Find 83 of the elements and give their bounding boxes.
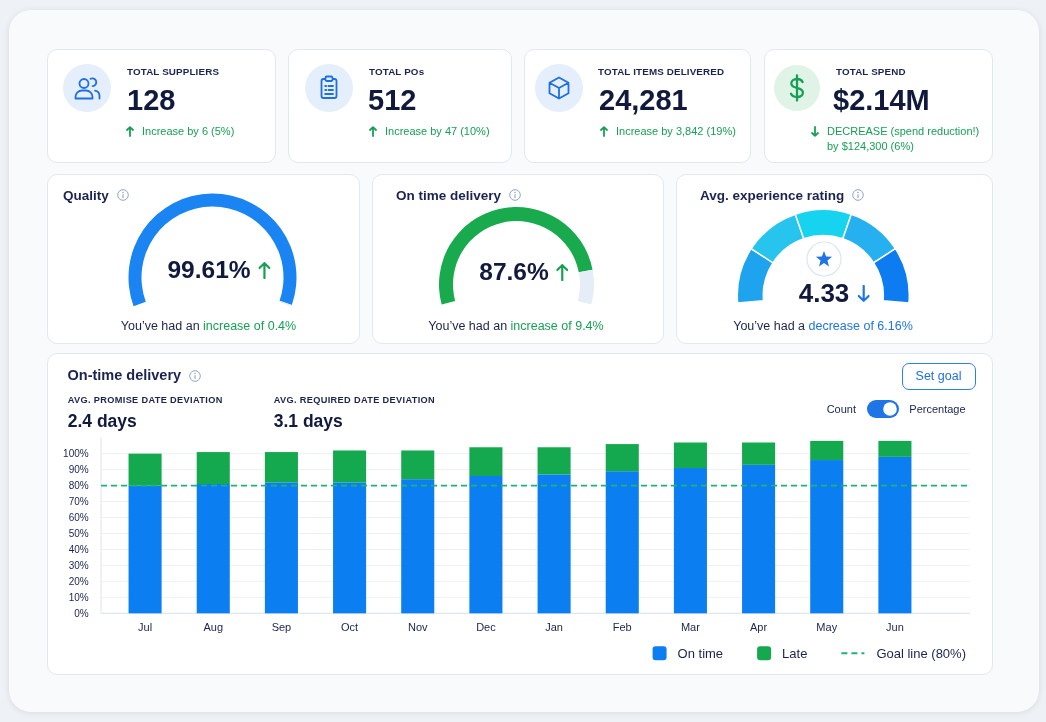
text: TOTAL SUPPLIERS [127,65,220,77]
chart-title: On time delivery [396,187,502,203]
text: by $124,300 (6%) [827,139,914,152]
x-tick-label: Sep [271,620,292,633]
y-tick-label: 90% [68,464,89,476]
y-tick-label: 30% [68,559,89,571]
x-tick-label: Dec [476,620,497,633]
bar [333,450,367,483]
bar [401,450,435,480]
bar [196,484,230,614]
y-tick-label: 0% [74,607,89,619]
x-tick-label: Jun [886,620,904,633]
y-tick-label: 100% [63,448,89,460]
text: You’ve had an [120,318,200,333]
y-tick-label: 10% [68,591,89,603]
text: TOTAL POs [369,65,425,77]
text: Increase by 6 (5%) [142,124,235,137]
text: 24,281 [599,84,688,117]
legend-label: On time [677,645,724,661]
text: 2.4 days [67,410,137,431]
bar [128,453,162,486]
x-tick-label: Jul [138,620,153,633]
text: AVG. REQUIRED DATE DEVIATION [273,395,436,406]
y-tick-label: 50% [68,527,89,539]
x-tick-label: Nov [407,620,429,633]
text: TOTAL ITEMS DELIVERED [598,65,725,77]
text: $2.14M [833,84,930,117]
y-tick-label: 20% [68,575,89,587]
text: TOTAL SPEND [836,65,906,77]
bar [128,485,162,614]
bar [537,447,571,475]
bar [673,442,707,469]
text: You’ve had a [733,318,806,333]
bar [537,474,571,614]
x-tick-label: Aug [203,620,224,633]
text: Percentage [909,402,966,415]
legend-label: Goal line (80%) [876,645,967,661]
bar [810,460,844,614]
bar [742,442,776,465]
chart-title: On-time delivery [67,367,182,384]
y-tick-label: 80% [68,480,89,492]
text: You’ve had an [428,318,508,333]
bar [810,440,844,461]
x-tick-label: May [816,620,838,633]
text: 99.61% [167,255,251,283]
text: 4.33 [798,278,850,308]
text: increase of 0.4% [202,318,297,333]
y-tick-label: 40% [68,543,89,555]
chart-title: Avg. experience rating [700,187,845,203]
y-tick-label: 70% [68,496,89,508]
bar [878,456,912,614]
text: Increase by 3,842 (19%) [616,124,736,137]
bar [878,440,912,457]
x-tick-label: Mar [680,620,701,633]
x-tick-label: Jan [545,620,563,633]
text: 512 [368,84,417,117]
text: 87.6% [479,257,549,285]
text: Count [826,402,856,415]
x-tick-label: Feb [612,620,632,633]
y-tick-label: 60% [68,512,89,524]
text: increase of 9.4% [509,318,604,333]
text: 3.1 days [273,410,343,431]
bar [469,447,503,477]
bar [742,464,776,614]
bar [605,444,639,472]
text: DECREASE (spend reduction!) [827,124,980,137]
bar [264,482,298,614]
x-tick-label: Apr [750,620,768,633]
bar [196,452,230,484]
text: 128 [127,84,176,117]
bar [401,479,435,614]
bar [264,452,298,483]
text: Increase by 47 (10%) [385,124,490,137]
bar [333,482,367,614]
legend-label: Late [782,645,808,661]
bar [673,468,707,614]
bar [605,471,639,614]
x-tick-label: Oct [341,620,359,633]
text: decrease of 6.16% [807,318,913,333]
text: AVG. PROMISE DATE DEVIATION [67,395,223,406]
chart-title: Quality [63,187,109,203]
bar [469,476,503,614]
button: Set goal [901,363,976,391]
